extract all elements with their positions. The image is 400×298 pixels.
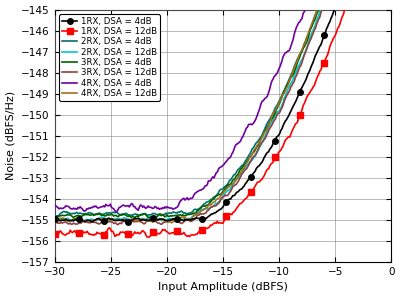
2RX, DSA = 4dB bbox=[56, 215, 60, 218]
3RX, DSA = 12dB bbox=[116, 223, 120, 226]
4RX, DSA = 12dB bbox=[257, 141, 262, 144]
1RX, DSA = 12dB bbox=[146, 235, 151, 239]
4RX, DSA = 4dB bbox=[53, 204, 58, 208]
2RX, DSA = 4dB bbox=[52, 214, 57, 218]
2RX, DSA = 4dB bbox=[250, 146, 255, 150]
2RX, DSA = 12dB bbox=[176, 220, 181, 223]
3RX, DSA = 12dB bbox=[250, 156, 255, 159]
3RX, DSA = 4dB bbox=[152, 216, 157, 220]
2RX, DSA = 12dB bbox=[257, 145, 262, 149]
Line: 1RX, DSA = 12dB: 1RX, DSA = 12dB bbox=[52, 0, 391, 240]
2RX, DSA = 12dB bbox=[250, 157, 255, 161]
4RX, DSA = 12dB bbox=[53, 217, 58, 220]
1RX, DSA = 12dB bbox=[52, 232, 57, 235]
4RX, DSA = 4dB bbox=[252, 121, 256, 124]
Legend: 1RX, DSA = 4dB, 1RX, DSA = 12dB, 2RX, DSA = 4dB, 2RX, DSA = 12dB, 3RX, DSA = 4dB: 1RX, DSA = 4dB, 1RX, DSA = 12dB, 2RX, DS… bbox=[59, 14, 160, 101]
3RX, DSA = 4dB bbox=[257, 140, 262, 144]
1RX, DSA = 4dB bbox=[257, 163, 262, 167]
Line: 1RX, DSA = 4dB: 1RX, DSA = 4dB bbox=[52, 0, 391, 225]
1RX, DSA = 12dB bbox=[53, 232, 58, 235]
2RX, DSA = 12dB bbox=[53, 219, 58, 223]
1RX, DSA = 4dB bbox=[334, 1, 339, 4]
Y-axis label: Noise (dBFS/Hz): Noise (dBFS/Hz) bbox=[6, 91, 16, 180]
Line: 4RX, DSA = 4dB: 4RX, DSA = 4dB bbox=[54, 0, 388, 212]
4RX, DSA = 12dB bbox=[252, 148, 256, 152]
2RX, DSA = 4dB bbox=[257, 136, 262, 140]
Line: 3RX, DSA = 4dB: 3RX, DSA = 4dB bbox=[54, 0, 388, 218]
4RX, DSA = 4dB bbox=[250, 122, 255, 125]
4RX, DSA = 4dB bbox=[257, 107, 262, 110]
4RX, DSA = 12dB bbox=[52, 217, 57, 221]
1RX, DSA = 4dB bbox=[252, 171, 256, 174]
Line: 3RX, DSA = 12dB: 3RX, DSA = 12dB bbox=[54, 0, 388, 225]
3RX, DSA = 12dB bbox=[252, 154, 256, 158]
3RX, DSA = 4dB bbox=[52, 215, 57, 219]
2RX, DSA = 4dB bbox=[53, 214, 58, 218]
1RX, DSA = 12dB bbox=[334, 30, 339, 34]
Line: 2RX, DSA = 4dB: 2RX, DSA = 4dB bbox=[54, 0, 388, 216]
2RX, DSA = 4dB bbox=[252, 145, 256, 148]
2RX, DSA = 12dB bbox=[52, 219, 57, 223]
1RX, DSA = 12dB bbox=[250, 187, 255, 191]
1RX, DSA = 4dB bbox=[52, 217, 57, 221]
Line: 2RX, DSA = 12dB: 2RX, DSA = 12dB bbox=[54, 0, 388, 221]
1RX, DSA = 4dB bbox=[90, 220, 95, 224]
3RX, DSA = 4dB bbox=[53, 215, 58, 219]
1RX, DSA = 12dB bbox=[252, 186, 256, 190]
3RX, DSA = 4dB bbox=[252, 150, 256, 153]
1RX, DSA = 4dB bbox=[250, 172, 255, 176]
4RX, DSA = 4dB bbox=[52, 203, 57, 206]
3RX, DSA = 12dB bbox=[53, 221, 58, 225]
4RX, DSA = 12dB bbox=[169, 221, 174, 225]
1RX, DSA = 4dB bbox=[53, 217, 58, 220]
X-axis label: Input Amplitude (dBFS): Input Amplitude (dBFS) bbox=[158, 283, 288, 292]
2RX, DSA = 12dB bbox=[252, 155, 256, 159]
1RX, DSA = 12dB bbox=[257, 180, 262, 184]
Line: 4RX, DSA = 12dB: 4RX, DSA = 12dB bbox=[54, 0, 388, 223]
4RX, DSA = 4dB bbox=[114, 210, 118, 214]
3RX, DSA = 4dB bbox=[250, 151, 255, 155]
3RX, DSA = 12dB bbox=[52, 221, 57, 225]
3RX, DSA = 12dB bbox=[257, 144, 262, 148]
4RX, DSA = 12dB bbox=[250, 150, 255, 154]
